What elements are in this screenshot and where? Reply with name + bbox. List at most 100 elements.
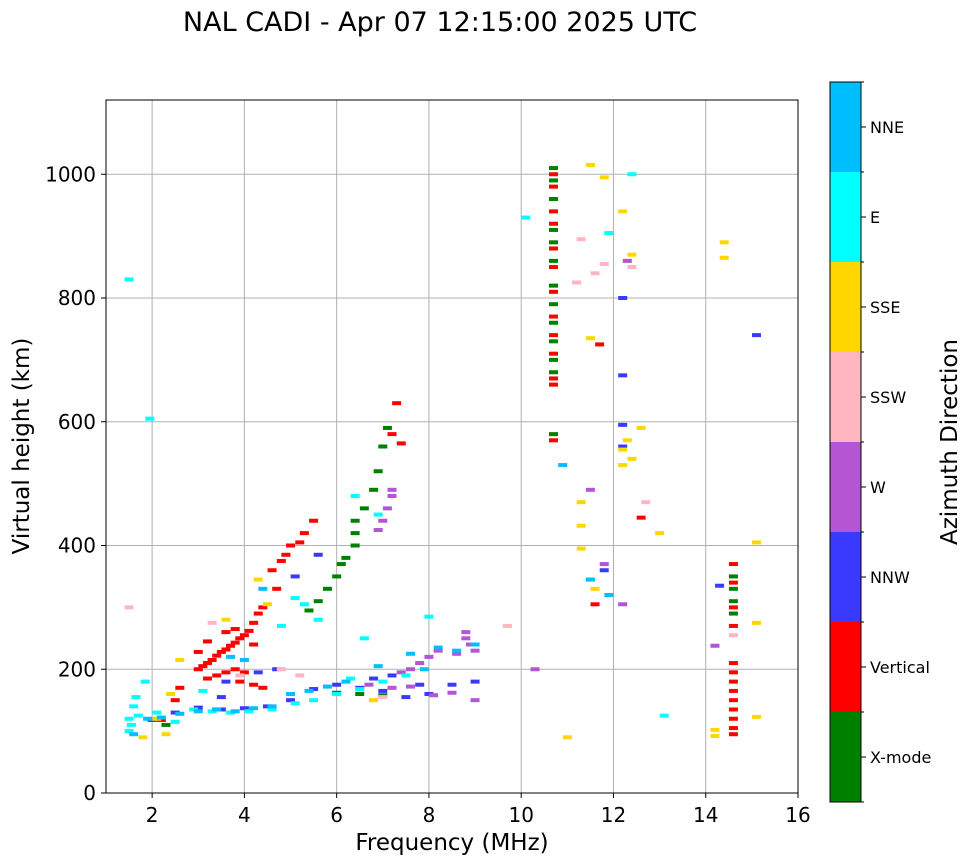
data-point-sse bbox=[636, 425, 646, 430]
data-point-vertical bbox=[175, 685, 185, 690]
data-point-x-mode bbox=[350, 543, 360, 548]
data-point-nnw bbox=[599, 568, 609, 573]
y-tick-label: 200 bbox=[58, 657, 96, 681]
data-point-w bbox=[710, 643, 720, 648]
colorbar-segment bbox=[830, 262, 861, 352]
data-point-w bbox=[461, 630, 471, 635]
data-point-vertical bbox=[309, 518, 319, 523]
data-point-w bbox=[364, 682, 374, 687]
data-point-vertical bbox=[258, 605, 268, 610]
data-point-vertical bbox=[212, 673, 222, 678]
data-point-sse bbox=[369, 698, 379, 703]
x-tick-label: 10 bbox=[508, 803, 533, 827]
data-point-ssw bbox=[378, 695, 388, 700]
data-point-nne bbox=[267, 704, 277, 709]
data-point-sse bbox=[253, 577, 263, 582]
data-point-sse bbox=[221, 617, 231, 622]
data-point-x-mode bbox=[548, 283, 558, 288]
data-point-w bbox=[452, 651, 462, 656]
data-point-e bbox=[152, 710, 162, 715]
data-point-nne bbox=[433, 645, 443, 650]
data-point-nnw bbox=[332, 682, 342, 687]
data-point-x-mode bbox=[322, 586, 332, 591]
data-point-ssw bbox=[276, 667, 286, 672]
data-point-e bbox=[124, 277, 134, 282]
colorbar-segment bbox=[830, 442, 861, 532]
colorbar-tick-label: SSE bbox=[870, 298, 900, 317]
data-point-sse bbox=[161, 732, 171, 737]
data-point-nnw bbox=[253, 670, 263, 675]
data-point-sse bbox=[585, 336, 595, 341]
data-point-nne bbox=[585, 577, 595, 582]
data-point-vertical bbox=[212, 653, 222, 658]
y-tick-label: 600 bbox=[58, 410, 96, 434]
data-point-w bbox=[396, 670, 406, 675]
colorbar: X-mode Vertical NNW W SSW SSE E NNE bbox=[829, 81, 931, 803]
data-point-vertical bbox=[728, 716, 738, 721]
data-point-vertical bbox=[728, 562, 738, 567]
data-point-sse bbox=[599, 175, 609, 180]
data-point-vertical bbox=[548, 289, 558, 294]
data-point-vertical bbox=[286, 543, 296, 548]
data-point-vertical bbox=[728, 580, 738, 585]
data-point-vertical bbox=[548, 184, 558, 189]
data-point-sse bbox=[751, 714, 761, 719]
x-tick-label: 2 bbox=[146, 803, 159, 827]
data-point-w bbox=[618, 602, 628, 607]
data-point-w bbox=[415, 661, 425, 666]
data-point-vertical bbox=[728, 726, 738, 731]
data-point-vertical bbox=[216, 649, 226, 654]
data-point-e bbox=[627, 172, 637, 177]
data-point-e bbox=[290, 596, 300, 601]
data-point-vertical bbox=[548, 333, 558, 338]
data-point-vertical bbox=[202, 639, 212, 644]
data-point-x-mode bbox=[341, 555, 351, 560]
data-point-e bbox=[299, 602, 309, 607]
data-point-nne bbox=[322, 684, 332, 689]
data-point-vertical bbox=[193, 667, 203, 672]
data-point-e bbox=[170, 719, 180, 724]
data-point-vertical bbox=[396, 441, 406, 446]
data-point-nne bbox=[286, 692, 296, 696]
data-point-nne bbox=[604, 593, 614, 597]
data-point-x-mode bbox=[728, 574, 738, 579]
data-point-e bbox=[346, 676, 356, 681]
data-point-sse bbox=[710, 734, 720, 739]
data-point-e bbox=[267, 707, 277, 712]
data-point-nnw bbox=[290, 574, 300, 579]
data-point-vertical bbox=[202, 661, 212, 666]
data-point-ssw bbox=[576, 237, 586, 242]
x-tick-label: 6 bbox=[330, 803, 343, 827]
data-point-vertical bbox=[728, 679, 738, 684]
data-point-x-mode bbox=[382, 425, 392, 430]
data-point-nne bbox=[341, 679, 351, 684]
data-point-nnw bbox=[286, 698, 296, 703]
data-point-vertical bbox=[392, 401, 402, 406]
data-point-nnw bbox=[309, 687, 319, 692]
data-point-e bbox=[604, 231, 614, 236]
data-point-vertical bbox=[728, 732, 738, 737]
data-point-e bbox=[189, 707, 199, 712]
data-point-sse bbox=[622, 438, 632, 443]
data-point-vertical bbox=[299, 531, 309, 536]
data-point-vertical bbox=[249, 682, 259, 687]
data-point-x-mode bbox=[548, 357, 558, 362]
colorbar-frame bbox=[829, 81, 862, 803]
data-point-nnw bbox=[470, 679, 480, 684]
data-points bbox=[124, 162, 761, 740]
x-axis-label: Frequency (MHz) bbox=[355, 830, 548, 856]
data-point-nnw bbox=[618, 444, 628, 449]
data-point-vertical bbox=[295, 540, 305, 545]
data-point-x-mode bbox=[332, 574, 342, 579]
data-point-nne bbox=[143, 716, 153, 721]
data-point-w bbox=[622, 258, 632, 263]
data-point-vertical bbox=[239, 670, 249, 675]
data-point-e bbox=[521, 215, 531, 220]
data-point-vertical bbox=[728, 707, 738, 712]
x-tick-label: 8 bbox=[423, 803, 436, 827]
data-point-x-mode bbox=[548, 178, 558, 183]
plot-area bbox=[105, 99, 799, 794]
data-point-e bbox=[145, 416, 155, 421]
data-point-ssw bbox=[728, 633, 738, 638]
